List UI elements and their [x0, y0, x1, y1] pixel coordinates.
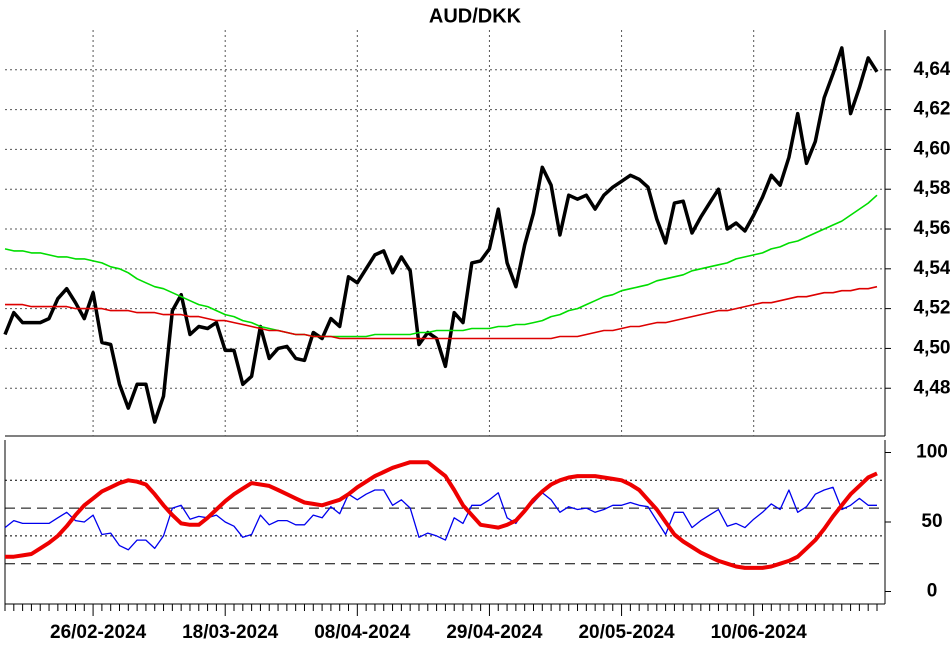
x-tick-label: 08/04-2024	[314, 622, 411, 643]
y-tick-label: 4,58	[914, 178, 950, 199]
y-tick-label: 4,62	[914, 99, 950, 120]
y-tick-label: 100	[916, 442, 948, 463]
x-tick-label: 20/05-2024	[578, 622, 675, 643]
x-tick-label: 18/03-2024	[182, 622, 279, 643]
x-tick-label: 26/02-2024	[50, 622, 147, 643]
y-tick-label: 4,64	[914, 59, 950, 80]
series-line	[4, 486, 877, 551]
series-line	[4, 194, 878, 338]
series-line	[5, 285, 878, 340]
y-tick-label: 0	[927, 581, 938, 602]
chart-title: AUD/DKK	[429, 5, 522, 27]
x-tick-label: 10/06-2024	[711, 622, 808, 643]
series-line	[5, 460, 878, 570]
x-tick-label: 29/04-2024	[446, 622, 543, 643]
y-tick-label: 4,60	[914, 138, 950, 159]
series-line	[3, 46, 879, 424]
y-tick-label: 4,56	[914, 218, 950, 239]
y-tick-label: 4,50	[914, 337, 950, 358]
y-tick-label: 4,52	[914, 298, 950, 319]
y-tick-label: 50	[921, 511, 942, 532]
y-tick-label: 4,48	[914, 377, 950, 398]
y-tick-label: 4,54	[914, 258, 950, 279]
